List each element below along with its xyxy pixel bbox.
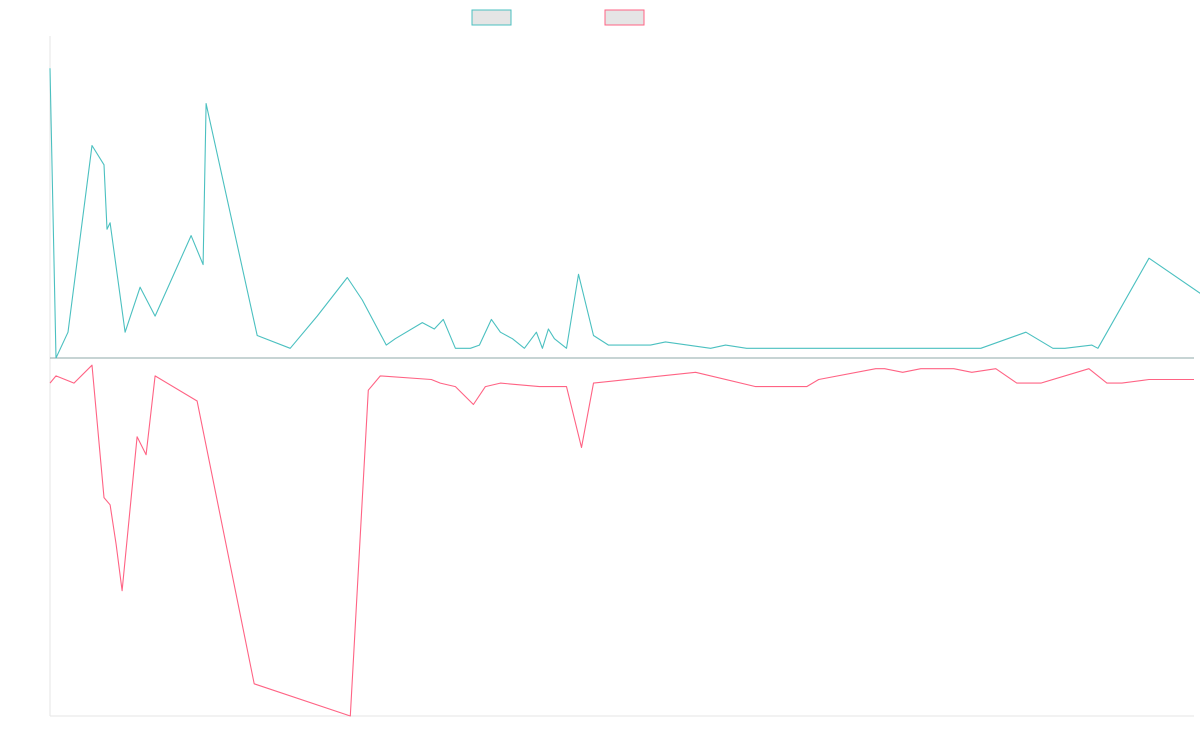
legend-swatch-2: [604, 9, 645, 26]
legend-swatch-1: [471, 9, 512, 26]
chart-legend: [471, 9, 645, 26]
series-line-1: [49, 68, 1200, 359]
chart-series: [49, 68, 1200, 717]
series-line-2: [49, 364, 1194, 717]
chart-axes: [49, 36, 1194, 717]
